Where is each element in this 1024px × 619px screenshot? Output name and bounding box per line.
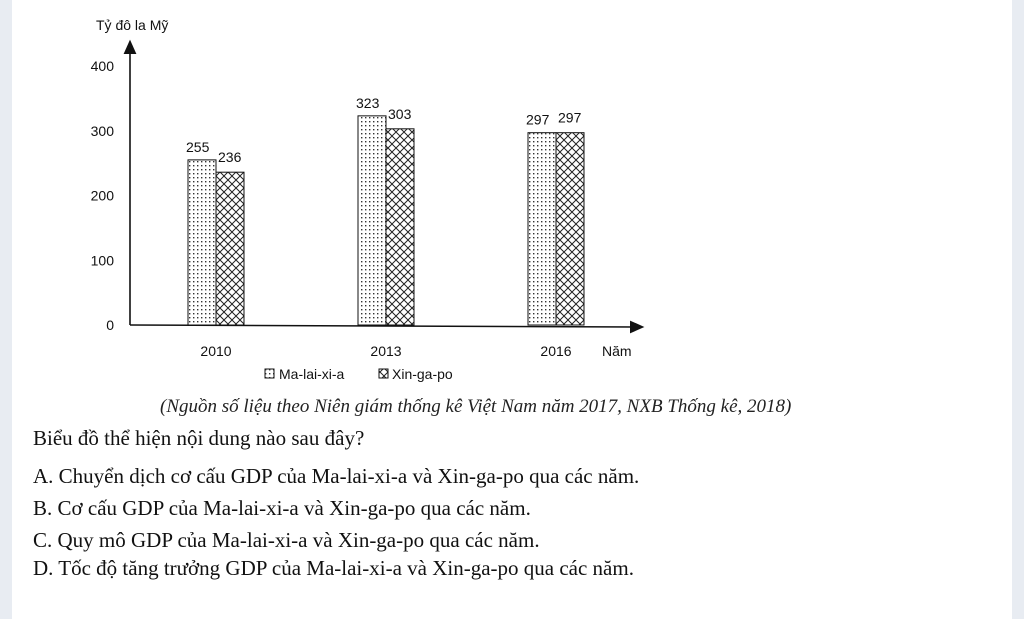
document-page (12, 0, 1012, 619)
legend-swatch-dots (264, 368, 275, 379)
y-tick-label: 100 (91, 252, 115, 268)
option-a[interactable]: A. Chuyển dịch cơ cấu GDP của Ma-lai-xi-… (33, 464, 640, 488)
bar (357, 115, 387, 326)
answer-options: A. Chuyển dịch cơ cấu GDP của Ma-lai-xi-… (33, 462, 639, 582)
legend-label-singapore: Xin-ga-po (392, 366, 453, 382)
legend: Ma-lai-xi-a Xin-ga-po (264, 366, 453, 382)
data-label: 236 (218, 149, 242, 165)
bar (555, 132, 585, 326)
question-text: Biểu đồ thể hiện nội dung nào sau đây? (33, 426, 365, 450)
y-tick-label: 300 (91, 123, 115, 139)
data-label: 297 (558, 110, 582, 126)
y-tick-label: 200 (91, 188, 115, 204)
data-label: 297 (526, 112, 550, 128)
bar (385, 128, 415, 326)
data-label: 255 (186, 139, 210, 155)
x-tick-label: 2013 (370, 343, 401, 359)
data-label: 303 (388, 106, 412, 122)
legend-label-malaysia: Ma-lai-xi-a (279, 366, 345, 382)
bar (215, 171, 245, 326)
data-label: 323 (356, 95, 380, 111)
y-axis-label: Tỷ đô la Mỹ (96, 17, 168, 33)
bar (527, 132, 557, 326)
x-tick-label: 2010 (200, 343, 231, 359)
bar-group: 255 323 297 236 303 297 (186, 95, 585, 326)
y-tick-label: 0 (106, 317, 114, 333)
y-tick-label: 400 (91, 58, 115, 74)
x-tick-label: 2016 (540, 343, 571, 359)
y-tick-labels: 0 100 200 300 400 (91, 58, 115, 333)
option-b[interactable]: B. Cơ cấu GDP của Ma-lai-xi-a và Xin-ga-… (33, 496, 531, 520)
source-note: (Nguồn số liệu theo Niên giám thống kê V… (160, 396, 792, 417)
option-c[interactable]: C. Quy mô GDP của Ma-lai-xi-a và Xin-ga-… (33, 528, 540, 552)
x-tick-labels: 2010 2013 2016 (200, 343, 571, 359)
legend-swatch-crosshatch (378, 368, 389, 379)
option-d[interactable]: D. Tốc độ tăng trưởng GDP của Ma-lai-xi-… (33, 556, 634, 580)
bar (187, 159, 217, 326)
x-axis-label: Năm (602, 343, 632, 359)
